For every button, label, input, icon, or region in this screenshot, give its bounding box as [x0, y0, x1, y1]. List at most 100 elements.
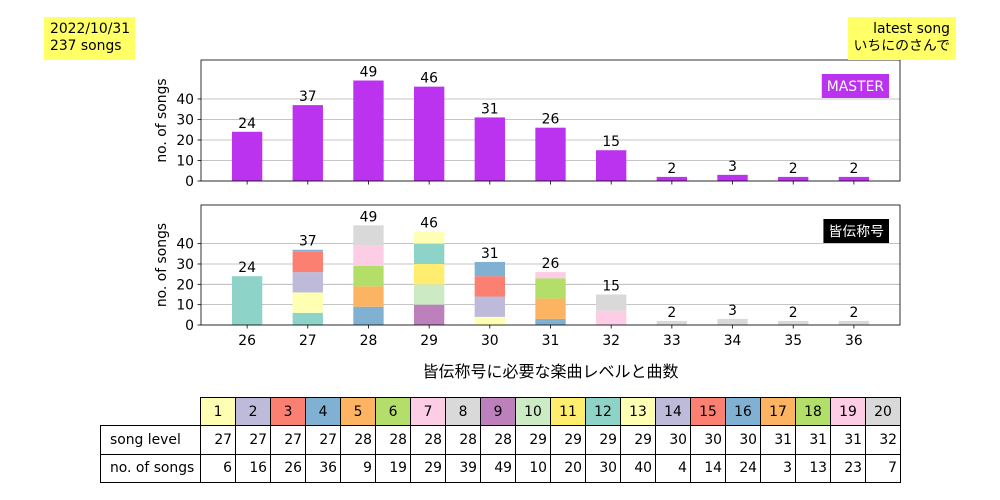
table-cell: 29: [585, 425, 621, 455]
table-cell: 23: [830, 453, 866, 483]
table-cell: 30: [585, 453, 621, 483]
legend-label: MASTER: [827, 79, 885, 95]
table-corner-blank: [101, 398, 201, 426]
x-axis-label: 皆伝称号に必要な楽曲レベルと曲数: [422, 362, 678, 381]
value-label: 15: [602, 134, 620, 150]
value-label: 3: [728, 303, 737, 319]
value-label: 37: [299, 234, 317, 250]
title-header-cell: 16: [725, 396, 761, 427]
legend-background: [821, 74, 889, 98]
title-header-cell: 6: [375, 396, 411, 427]
title-header-cell: 4: [305, 396, 341, 427]
bar-segment: [292, 272, 323, 293]
stacked-bar: [838, 320, 870, 325]
legend-box: MASTER: [821, 74, 889, 98]
y-tick-label: 30: [176, 257, 194, 273]
title-header-cell: 9: [480, 396, 516, 427]
legend-box: 皆伝称号: [823, 219, 889, 243]
y-tick-label: 30: [176, 112, 194, 128]
value-label: 49: [360, 209, 378, 225]
bar-segment: [778, 320, 809, 325]
latest-song-label: latest song: [873, 21, 950, 37]
row-label: song level: [100, 425, 201, 455]
axes-frame: [200, 204, 901, 326]
kaiden-chart: 2426372749284629313026311532233334235236…: [154, 204, 901, 381]
table-cell: 27: [270, 425, 306, 455]
title-header-cell: 2: [235, 396, 271, 427]
title-header-cell: 1: [200, 396, 236, 427]
table-cell: 19: [375, 453, 411, 483]
table-cell: 32: [865, 425, 901, 455]
row-label: no. of songs: [100, 453, 201, 483]
y-tick-label: 10: [176, 298, 194, 314]
title-header-cell: 5: [340, 396, 376, 427]
bar: [353, 80, 384, 181]
table-cell: 28: [340, 425, 376, 455]
song-count-text: 237 songs: [50, 38, 122, 54]
table-cell: 31: [760, 425, 796, 455]
table-cell: 49: [480, 453, 516, 483]
stacked-bar: [474, 261, 505, 325]
value-label: 46: [420, 71, 438, 87]
bar: [838, 176, 870, 181]
x-tick-label: 31: [542, 333, 560, 349]
bar-segment: [292, 292, 323, 313]
bar-segment: [535, 298, 566, 319]
table-cell: 36: [305, 453, 341, 483]
bar-segment: [474, 296, 505, 317]
y-tick-label: 20: [176, 133, 194, 149]
value-label: 26: [542, 256, 560, 272]
table-cell: 14: [690, 453, 726, 483]
latest-song-box: latest song いちにのさんで: [848, 17, 956, 60]
value-label: 2: [849, 161, 858, 177]
bar: [778, 176, 809, 181]
value-label: 31: [481, 246, 499, 262]
x-tick-label: 35: [784, 333, 802, 349]
y-tick-label: 0: [185, 318, 194, 334]
title-header-cell: 12: [585, 396, 621, 427]
table-cell: 30: [725, 425, 761, 455]
value-label: 31: [481, 101, 499, 117]
bar-segment: [413, 263, 445, 285]
table-cell: 27: [235, 425, 271, 455]
bar-segment: [474, 276, 505, 297]
bar-segment: [353, 225, 384, 246]
table-cell: 9: [340, 453, 376, 483]
x-tick-label: 26: [238, 333, 256, 349]
bar: [292, 105, 323, 181]
table-cell: 7: [865, 453, 901, 483]
bar: [535, 127, 566, 181]
legend-label: 皆伝称号: [828, 224, 884, 240]
value-label: 2: [667, 161, 676, 177]
x-tick-label: 33: [663, 333, 681, 349]
table-row: song level 27 27 27 27 28 28 28 28 28 29 29 29 29 30 30…: [100, 425, 901, 455]
table-cell: 13: [795, 453, 831, 483]
title-header-cell: 19: [830, 396, 866, 427]
title-header-cell: 20: [865, 396, 901, 427]
value-label: 24: [238, 260, 256, 276]
table-cell: 29: [515, 425, 551, 455]
bar-segment: [717, 318, 748, 325]
x-tick-label: 36: [845, 333, 863, 349]
bar: [717, 174, 748, 181]
bar: [231, 131, 263, 181]
stacked-bar: [778, 320, 809, 325]
bar: [474, 117, 505, 181]
title-header-cell: 17: [760, 396, 796, 427]
x-tick-label: 29: [420, 333, 438, 349]
table-cell: 28: [375, 425, 411, 455]
stacked-bar: [535, 272, 566, 325]
stacked-bar: [656, 320, 688, 325]
value-label: 26: [542, 112, 560, 128]
table-cell: 39: [445, 453, 481, 483]
bar-segment: [535, 318, 566, 325]
x-tick-label: 32: [602, 333, 620, 349]
bar-segment: [413, 231, 445, 244]
stacked-bar: [231, 276, 263, 325]
x-tick-label: 28: [360, 333, 378, 349]
value-label: 46: [420, 215, 438, 231]
table-cell: 28: [410, 425, 446, 455]
table-cell: 28: [445, 425, 481, 455]
title-header-cell: 13: [620, 396, 656, 427]
title-header-cell: 18: [795, 396, 831, 427]
